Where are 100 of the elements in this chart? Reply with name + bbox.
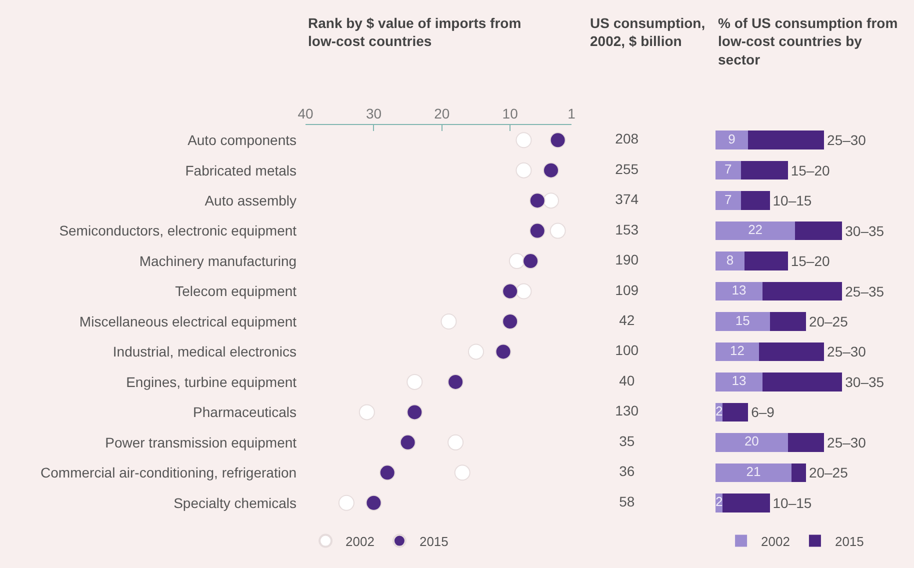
point — [406, 404, 423, 420]
point — [508, 253, 525, 270]
point — [454, 464, 470, 481]
y-tick-label: Auto components — [188, 132, 297, 148]
data-label: 6–9 — [751, 404, 775, 420]
bar — [770, 312, 806, 331]
bar — [716, 160, 741, 180]
data-label: 374 — [615, 191, 639, 208]
point — [502, 314, 518, 330]
y-tick-label: Fabricated metals — [185, 162, 297, 178]
y-tick-label: Semiconductors, electronic equipment — [59, 222, 297, 239]
data-label: 30–35 — [845, 222, 884, 239]
bar — [791, 463, 806, 482]
data-label: 20 — [744, 434, 759, 449]
bar — [722, 494, 770, 512]
y-tick-label: Auto assembly — [204, 192, 297, 208]
bar — [748, 130, 824, 150]
bar — [740, 191, 770, 210]
point — [366, 494, 382, 511]
point — [550, 222, 566, 239]
point — [358, 404, 375, 420]
point — [440, 314, 457, 330]
data-label: 20–25 — [808, 464, 848, 481]
data-label: 25–35 — [845, 283, 884, 300]
data-label: 7 — [724, 162, 732, 177]
y-tick-label: Specialty chemicals — [174, 494, 297, 511]
data-label: 100 — [615, 342, 639, 358]
data-label: 9 — [728, 131, 736, 146]
bar — [758, 342, 824, 362]
point — [516, 283, 532, 300]
point — [495, 344, 512, 360]
y-tick-label: Power transmission equipment — [105, 434, 297, 450]
y-tick-label: Machinery manufacturing — [139, 252, 297, 269]
point — [448, 374, 464, 390]
point — [529, 222, 546, 239]
y-tick-label: Pharmaceuticals — [193, 404, 297, 420]
data-label: 25–30 — [827, 344, 866, 360]
x-tick-label: 20 — [434, 105, 450, 122]
point — [543, 192, 559, 209]
data-label: 10–15 — [772, 192, 812, 209]
point — [448, 434, 464, 450]
x-tick-label: 30 — [366, 105, 382, 122]
bar — [716, 433, 788, 452]
data-label: 208 — [615, 130, 639, 147]
bar — [722, 402, 748, 422]
legend-label: 2015 — [834, 534, 864, 549]
data-label: 40 — [619, 372, 635, 388]
data-label: 13 — [732, 373, 746, 388]
bar — [716, 463, 792, 482]
point — [543, 162, 559, 178]
data-label: 21 — [746, 464, 761, 479]
bar — [716, 221, 796, 240]
data-label: 7 — [724, 192, 732, 207]
y-tick-label: Commercial air-conditioning, refrigeration — [40, 464, 297, 481]
data-label: 255 — [615, 160, 639, 177]
data-label: 2 — [716, 403, 723, 418]
y-tick-label: Miscellaneous electrical equipment — [79, 313, 297, 330]
point — [468, 344, 484, 360]
bar — [762, 282, 842, 301]
bar — [788, 433, 824, 452]
bar — [716, 282, 763, 301]
point — [550, 132, 566, 148]
bar — [716, 252, 744, 270]
data-label: 12 — [730, 342, 744, 358]
data-label: 35 — [619, 432, 635, 449]
data-label: 20–25 — [808, 314, 848, 330]
bar — [716, 372, 763, 392]
data-label: 130 — [615, 402, 639, 419]
bar — [716, 312, 770, 331]
point — [522, 253, 539, 270]
data-label: 2 — [716, 494, 723, 510]
point — [400, 434, 416, 450]
legend-label: 2002 — [346, 534, 374, 549]
data-label: 15–20 — [790, 253, 830, 270]
bar — [795, 221, 842, 240]
x-tick-label: 40 — [298, 105, 314, 122]
legend-label: 2002 — [761, 534, 790, 549]
data-label: 10–15 — [772, 494, 812, 511]
point — [379, 464, 396, 481]
bar — [716, 342, 759, 362]
data-label: 109 — [615, 282, 639, 298]
data-label: 22 — [748, 222, 763, 238]
point — [516, 132, 532, 148]
bar — [762, 372, 842, 392]
point — [529, 192, 546, 209]
point — [338, 494, 354, 511]
data-label: 58 — [619, 493, 635, 510]
y-tick-label: Telecom equipment — [175, 283, 297, 300]
point — [502, 283, 518, 300]
data-label: 42 — [619, 312, 635, 328]
y-tick-label: Engines, turbine equipment — [126, 374, 297, 390]
bar — [744, 252, 788, 270]
chart-title: % of US consumption from low-cost countries by sector — [718, 15, 898, 68]
chart-title: Rank by $ value of imports from low-cost countries — [308, 15, 522, 50]
bar — [716, 191, 741, 210]
x-tick-label: 10 — [502, 105, 518, 122]
y-tick-label: Industrial, medical electronics — [112, 344, 297, 360]
point — [516, 162, 532, 178]
legend-label: 2015 — [419, 534, 448, 549]
data-label: 8 — [726, 252, 734, 268]
